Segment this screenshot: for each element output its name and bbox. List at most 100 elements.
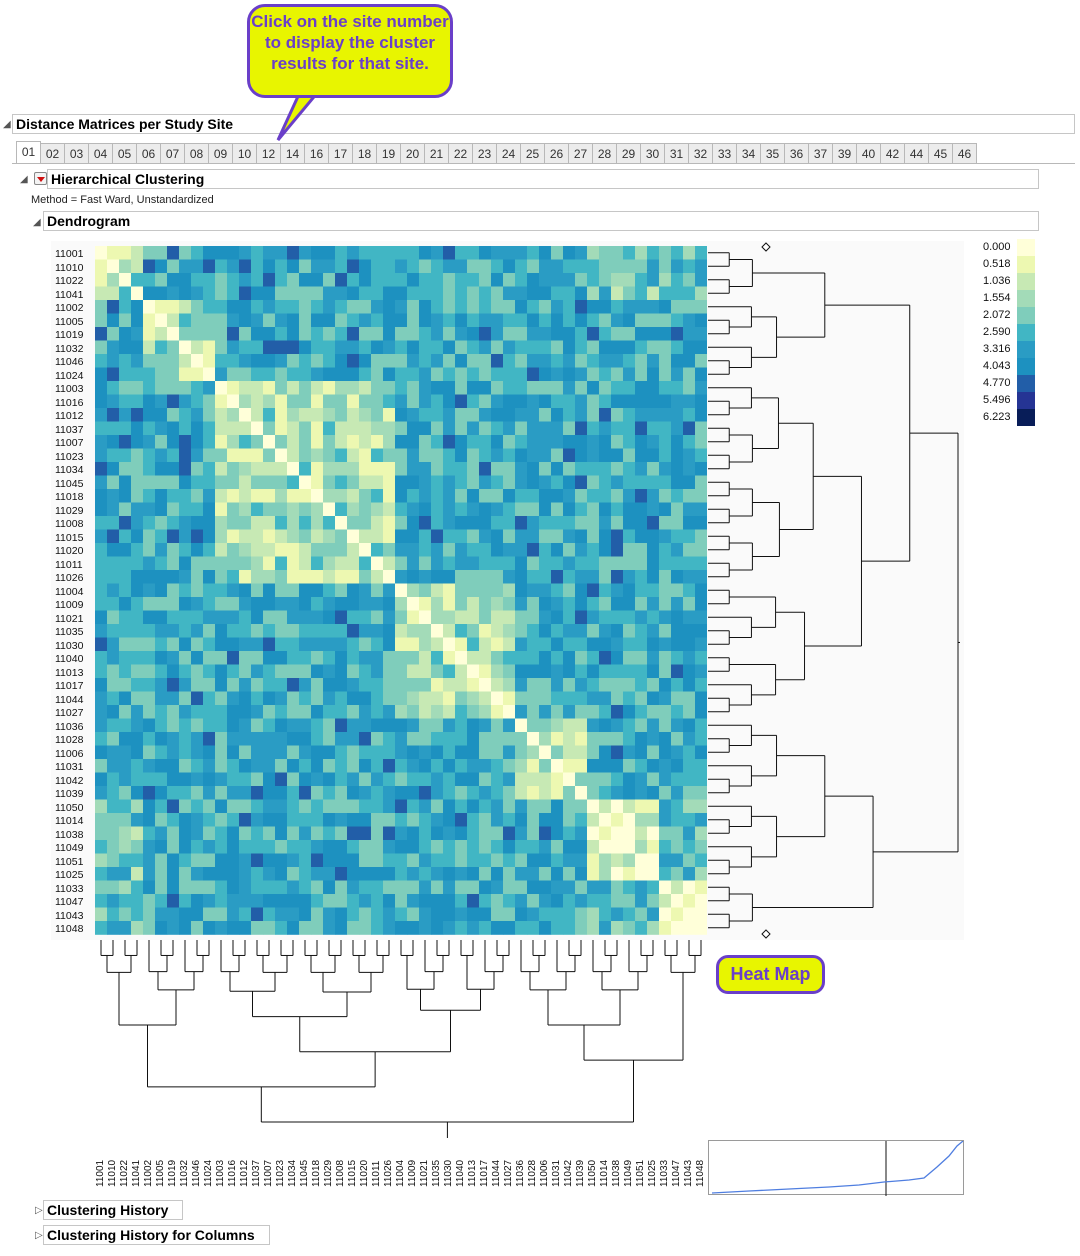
collapse-triangle-icon[interactable]: ◢ bbox=[33, 217, 41, 228]
heatmap-cell bbox=[191, 327, 204, 341]
heatmap-cell bbox=[371, 840, 384, 854]
heatmap-cell bbox=[323, 286, 336, 301]
dendrogram-header[interactable]: Dendrogram bbox=[43, 211, 1039, 231]
heatmap-cell bbox=[431, 813, 444, 827]
heatmap-cell bbox=[263, 556, 276, 571]
heatmap-cell bbox=[275, 259, 288, 274]
heatmap-cell bbox=[287, 759, 300, 773]
heatmap-cell bbox=[299, 570, 312, 584]
heatmap-cell bbox=[287, 286, 300, 301]
tab-site-21[interactable]: 21 bbox=[424, 143, 449, 164]
heatmap-cell bbox=[167, 340, 180, 355]
heatmap-cell bbox=[635, 421, 648, 436]
tab-site-31[interactable]: 31 bbox=[664, 143, 689, 164]
heatmap-cell bbox=[143, 475, 156, 490]
heatmap-cell bbox=[551, 273, 564, 287]
heatmap-cell bbox=[563, 799, 576, 814]
hierarchical-clustering-header[interactable]: Hierarchical Clustering bbox=[47, 169, 1039, 189]
tab-site-05[interactable]: 05 bbox=[112, 143, 137, 164]
heatmap-cell bbox=[479, 840, 492, 854]
heatmap-cell bbox=[239, 408, 252, 422]
heatmap-cell bbox=[383, 435, 396, 449]
tab-site-02[interactable]: 02 bbox=[40, 143, 65, 164]
tab-site-22[interactable]: 22 bbox=[448, 143, 473, 164]
tab-site-46[interactable]: 46 bbox=[952, 143, 977, 164]
tab-site-33[interactable]: 33 bbox=[712, 143, 737, 164]
red-triangle-menu-icon[interactable] bbox=[34, 172, 47, 185]
heatmap-cell bbox=[251, 435, 264, 449]
heatmap-cell bbox=[551, 691, 564, 706]
column-label: 11002 bbox=[143, 1159, 154, 1187]
tab-site-12[interactable]: 12 bbox=[256, 143, 281, 164]
heatmap-cell bbox=[611, 813, 624, 827]
heatmap-cell bbox=[683, 705, 696, 719]
heatmap-cell bbox=[563, 651, 576, 665]
tab-site-10[interactable]: 10 bbox=[232, 143, 257, 164]
tab-site-40[interactable]: 40 bbox=[856, 143, 881, 164]
heatmap-cell bbox=[515, 502, 528, 517]
tab-site-27[interactable]: 27 bbox=[568, 143, 593, 164]
heatmap-cell bbox=[275, 570, 288, 584]
tab-site-32[interactable]: 32 bbox=[688, 143, 713, 164]
collapse-triangle-icon[interactable]: ◢ bbox=[3, 119, 11, 130]
collapse-triangle-icon[interactable]: ◢ bbox=[20, 174, 28, 185]
heatmap-cell bbox=[299, 394, 312, 409]
heatmap-cell bbox=[395, 840, 408, 854]
heatmap-cell bbox=[119, 745, 132, 760]
heatmap-cell bbox=[539, 894, 552, 908]
heatmap-cell bbox=[455, 340, 468, 355]
heatmap-cell bbox=[599, 313, 612, 328]
heatmap-cell bbox=[299, 907, 312, 922]
heatmap-cell bbox=[515, 367, 528, 382]
tab-site-28[interactable]: 28 bbox=[592, 143, 617, 164]
clustering-history-header[interactable]: Clustering History bbox=[43, 1200, 183, 1220]
heatmap-cell bbox=[503, 381, 516, 395]
heatmap-cell bbox=[587, 853, 600, 868]
heatmap-cell bbox=[587, 394, 600, 409]
heatmap-cell bbox=[575, 786, 588, 800]
tab-site-42[interactable]: 42 bbox=[880, 143, 905, 164]
heatmap-cell bbox=[467, 529, 480, 544]
heatmap-cell bbox=[227, 286, 240, 301]
heatmap-cell bbox=[467, 259, 480, 274]
tab-site-01[interactable]: 01 bbox=[16, 141, 41, 164]
heatmap-cell bbox=[167, 718, 180, 733]
expand-triangle-icon[interactable]: ▷ bbox=[35, 1230, 43, 1241]
tab-site-06[interactable]: 06 bbox=[136, 143, 161, 164]
tab-site-04[interactable]: 04 bbox=[88, 143, 113, 164]
heatmap-cell bbox=[155, 772, 168, 787]
tab-site-25[interactable]: 25 bbox=[520, 143, 545, 164]
heatmap-cell bbox=[287, 327, 300, 341]
heatmap-cell bbox=[131, 583, 144, 598]
heatmap-cell bbox=[95, 583, 108, 598]
heatmap-cell bbox=[335, 678, 348, 692]
clustering-history-columns-header[interactable]: Clustering History for Columns bbox=[43, 1225, 270, 1245]
heatmap-cell bbox=[227, 880, 240, 895]
heatmap-cell bbox=[323, 745, 336, 760]
expand-triangle-icon[interactable]: ▷ bbox=[35, 1205, 43, 1216]
heatmap-cell bbox=[299, 691, 312, 706]
tab-site-44[interactable]: 44 bbox=[904, 143, 929, 164]
heatmap-cell bbox=[563, 732, 576, 746]
heatmap-cell bbox=[215, 246, 228, 260]
heatmap-cell bbox=[275, 354, 288, 368]
heatmap-cell bbox=[239, 381, 252, 395]
tab-site-45[interactable]: 45 bbox=[928, 143, 953, 164]
heatmap-cell bbox=[575, 502, 588, 517]
heatmap-cell bbox=[191, 381, 204, 395]
heat-map[interactable] bbox=[95, 246, 707, 935]
tab-site-39[interactable]: 39 bbox=[832, 143, 857, 164]
heatmap-cell bbox=[455, 759, 468, 773]
tab-site-37[interactable]: 37 bbox=[808, 143, 833, 164]
distance-matrices-header[interactable]: Distance Matrices per Study Site bbox=[12, 114, 1075, 134]
row-label: 11006 bbox=[55, 747, 84, 760]
heatmap-cell bbox=[599, 732, 612, 746]
heatmap-cell bbox=[215, 543, 228, 557]
heatmap-cell bbox=[215, 826, 228, 841]
heatmap-cell bbox=[263, 381, 276, 395]
heatmap-cell bbox=[311, 651, 324, 665]
heatmap-cell bbox=[143, 718, 156, 733]
tab-site-24[interactable]: 24 bbox=[496, 143, 521, 164]
heatmap-cell bbox=[95, 826, 108, 841]
tab-site-14[interactable]: 14 bbox=[280, 143, 305, 164]
